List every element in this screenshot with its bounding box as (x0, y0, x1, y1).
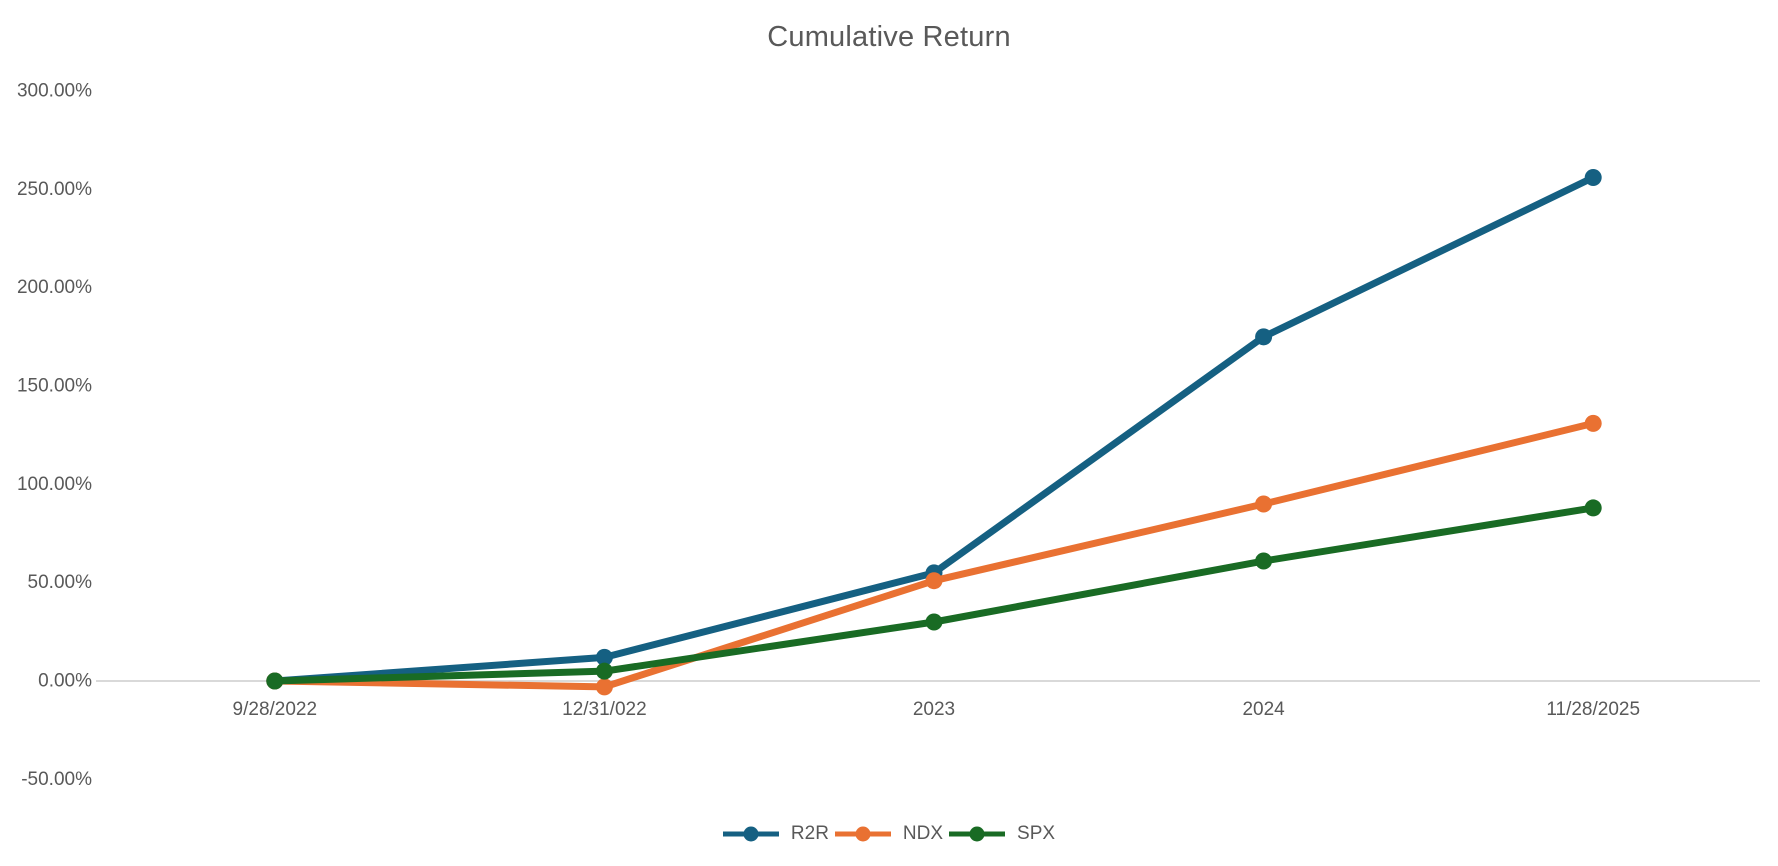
data-point-spx (266, 672, 284, 690)
data-point-spx (1584, 499, 1602, 517)
y-axis-tick-label: 50.00% (28, 572, 93, 593)
legend-swatch-icon (949, 826, 1006, 842)
data-point-ndx (1584, 414, 1602, 432)
y-axis-tick-label: -50.00% (21, 769, 92, 790)
legend-label: SPX (1017, 823, 1056, 844)
data-point-ndx (1255, 495, 1273, 513)
data-point-r2r (1584, 169, 1602, 187)
y-axis-tick-label: 0.00% (38, 671, 92, 692)
data-point-r2r (1255, 328, 1273, 346)
chart-legend: R2R NDX SPX (0, 818, 1778, 850)
legend-item-spx: SPX (949, 823, 1055, 845)
data-point-spx (595, 662, 613, 680)
series-line-r2r (271, 174, 1597, 685)
y-axis-tick-label: 100.00% (17, 474, 92, 495)
legend-label: R2R (790, 823, 829, 844)
x-axis-label: 11/28/2025 (1546, 699, 1640, 720)
x-axis-label: 2023 (913, 699, 955, 720)
legend-swatch-icon (722, 826, 779, 842)
legend-swatch-icon (834, 826, 891, 842)
data-point-spx (925, 613, 943, 631)
data-point-spx (1255, 552, 1273, 570)
series-line-spx (271, 504, 1597, 685)
data-point-ndx (595, 678, 613, 696)
series-line-ndx (271, 419, 1597, 691)
x-axis-label: 12/31/022 (562, 699, 647, 720)
x-axis-label: 2024 (1242, 699, 1285, 720)
x-axis-label: 9/28/2022 (233, 699, 318, 720)
data-point-r2r (595, 648, 613, 666)
y-axis-tick-label: 200.00% (17, 277, 92, 298)
legend-label: NDX (902, 823, 944, 844)
y-axis-tick-label: 250.00% (17, 179, 92, 200)
chart-title: Cumulative Return (767, 21, 1011, 53)
y-axis-tick-label: 150.00% (17, 375, 92, 396)
y-axis-tick-label: 300.00% (17, 80, 92, 101)
legend-item-r2r: R2R (722, 823, 829, 845)
legend-item-ndx: NDX (834, 823, 944, 845)
data-point-ndx (925, 572, 943, 590)
